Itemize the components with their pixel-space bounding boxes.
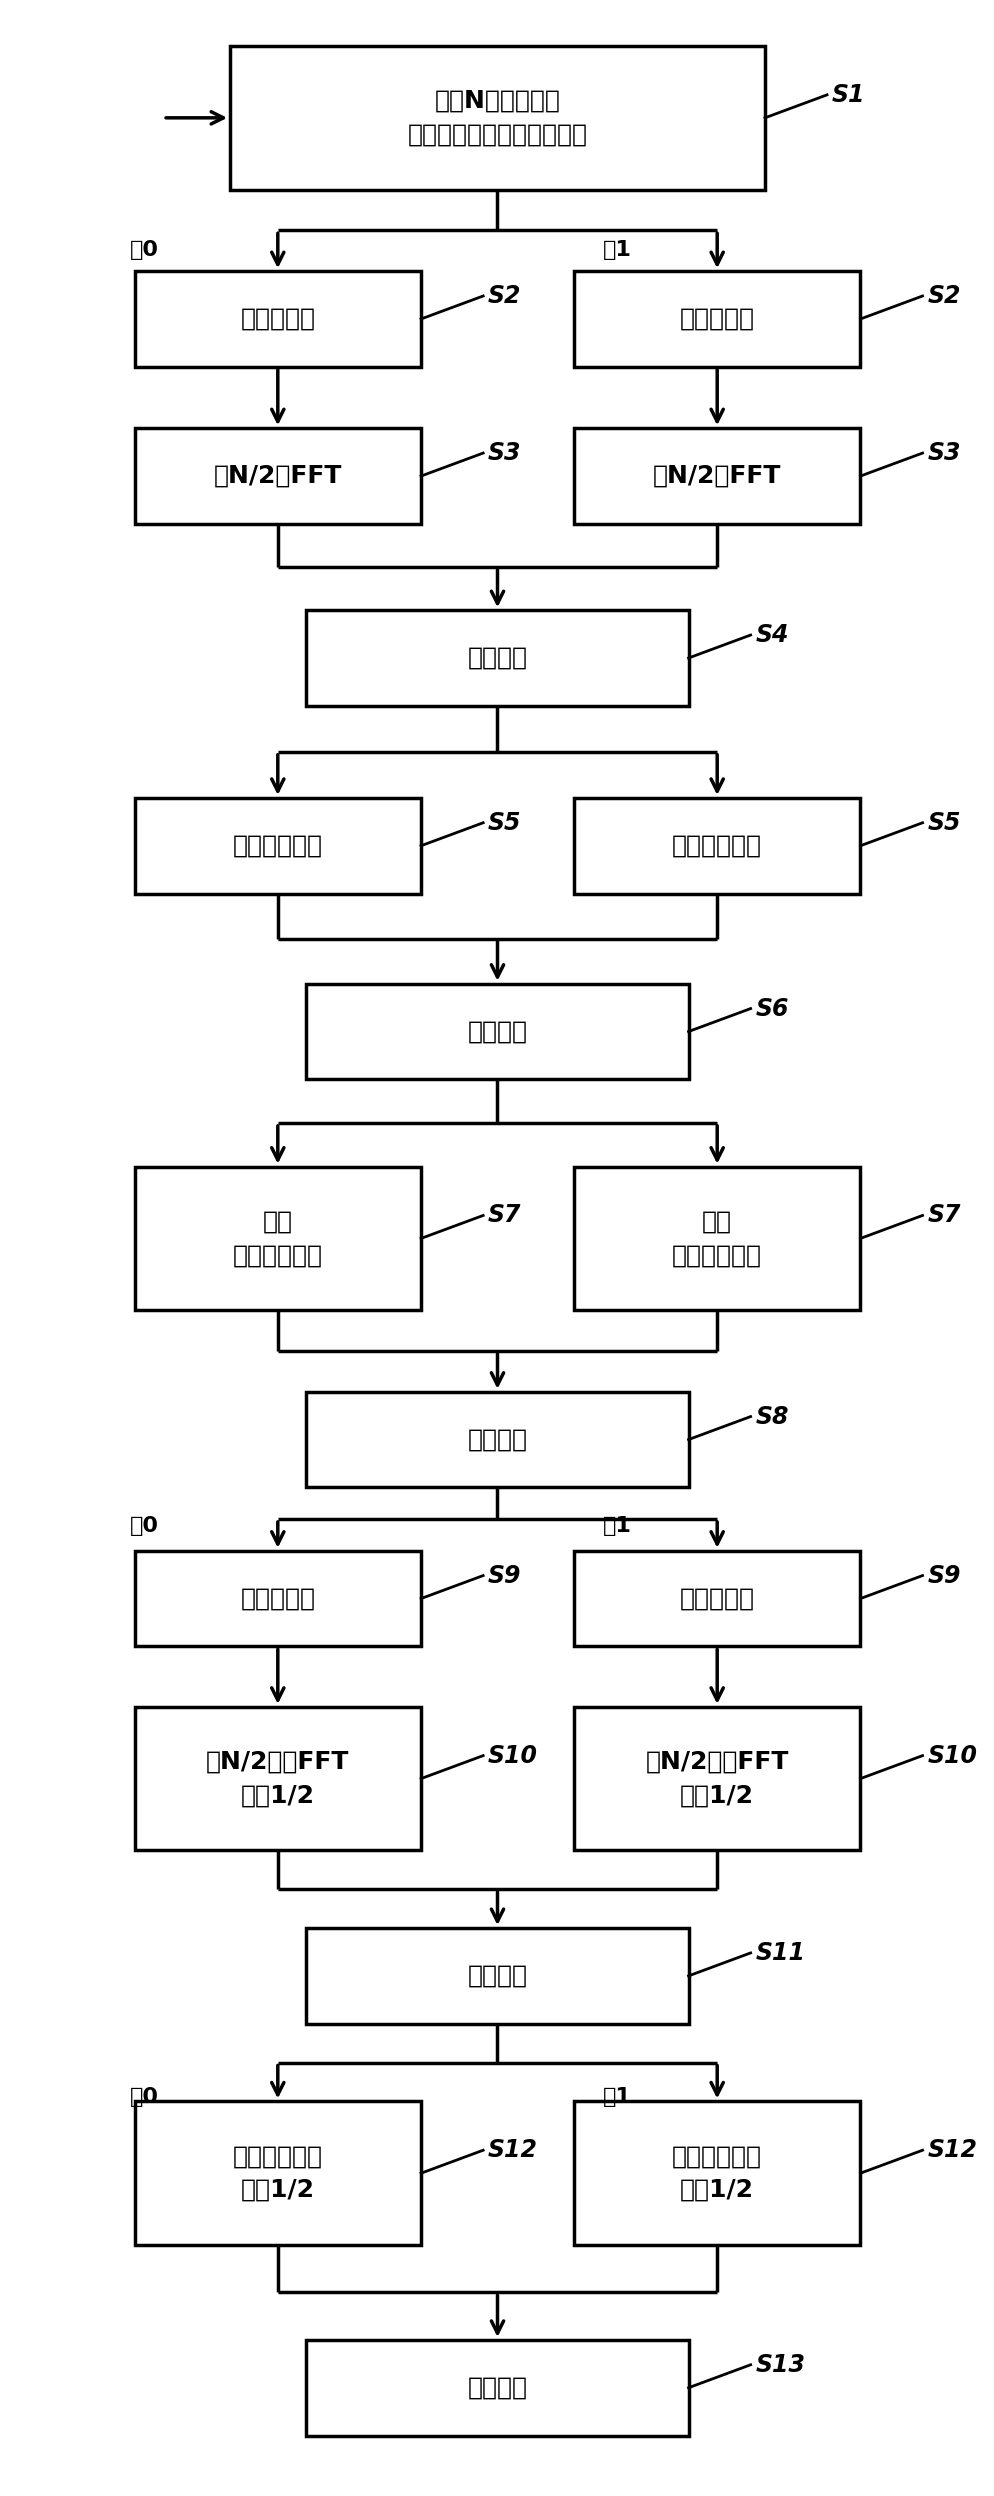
Text: 做N/2点FFT: 做N/2点FFT [214, 464, 342, 489]
Text: 读取N点输入数据
分配当前脉冲的对应核编号: 读取N点输入数据 分配当前脉冲的对应核编号 [408, 90, 586, 147]
FancyBboxPatch shape [574, 2102, 860, 2244]
Text: 后半蝶形运算: 后半蝶形运算 [672, 834, 761, 859]
Text: 核1: 核1 [602, 1515, 631, 1535]
Text: 做N/2点逆FFT
乘以1/2: 做N/2点逆FFT 乘以1/2 [645, 1750, 788, 1807]
Text: 双核同步: 双核同步 [467, 1018, 527, 1043]
Text: S5: S5 [926, 811, 960, 834]
Text: S7: S7 [926, 1203, 960, 1228]
Text: S9: S9 [487, 1562, 521, 1587]
FancyBboxPatch shape [306, 1927, 688, 2024]
Text: 取偶数序列: 取偶数序列 [241, 1587, 315, 1610]
FancyBboxPatch shape [306, 1393, 688, 1488]
Text: S2: S2 [487, 285, 521, 307]
Text: S1: S1 [831, 82, 865, 107]
Text: 核1: 核1 [602, 240, 631, 260]
Text: 后半
复乘匹配滤波: 后半 复乘匹配滤波 [672, 1211, 761, 1268]
FancyBboxPatch shape [134, 799, 420, 894]
Text: S13: S13 [754, 2354, 804, 2376]
Text: S4: S4 [754, 624, 788, 646]
FancyBboxPatch shape [134, 1166, 420, 1310]
Text: 做N/2点逆FFT
乘以1/2: 做N/2点逆FFT 乘以1/2 [206, 1750, 349, 1807]
FancyBboxPatch shape [574, 272, 860, 367]
Text: S9: S9 [926, 1562, 960, 1587]
Text: S3: S3 [487, 442, 521, 464]
Text: 前半蝶形运算
乘以1/2: 前半蝶形运算 乘以1/2 [233, 2144, 322, 2201]
Text: 后半蝶形运算
乘以1/2: 后半蝶形运算 乘以1/2 [672, 2144, 761, 2201]
Text: 做N/2点FFT: 做N/2点FFT [652, 464, 780, 489]
Text: S11: S11 [754, 1942, 804, 1964]
Text: S5: S5 [487, 811, 521, 834]
Text: 核0: 核0 [129, 240, 159, 260]
Text: S12: S12 [926, 2139, 976, 2162]
FancyBboxPatch shape [574, 429, 860, 524]
Text: 核0: 核0 [129, 1515, 159, 1535]
FancyBboxPatch shape [306, 983, 688, 1078]
FancyBboxPatch shape [574, 1166, 860, 1310]
Text: S10: S10 [487, 1745, 538, 1767]
FancyBboxPatch shape [306, 609, 688, 706]
Text: 取奇数序列: 取奇数序列 [679, 1587, 753, 1610]
Text: 核0: 核0 [129, 2087, 159, 2107]
Text: 取偶数序列: 取偶数序列 [241, 307, 315, 332]
FancyBboxPatch shape [574, 799, 860, 894]
Text: S2: S2 [926, 285, 960, 307]
Text: 双核同步: 双核同步 [467, 1428, 527, 1453]
Text: 前半蝶形运算: 前半蝶形运算 [233, 834, 322, 859]
Text: S6: S6 [754, 996, 788, 1021]
Text: S10: S10 [926, 1745, 976, 1767]
Text: 双核同步: 双核同步 [467, 646, 527, 669]
FancyBboxPatch shape [134, 429, 420, 524]
Text: S7: S7 [487, 1203, 521, 1228]
Text: 双核同步: 双核同步 [467, 1964, 527, 1987]
FancyBboxPatch shape [306, 2339, 688, 2436]
Text: 核1: 核1 [602, 2087, 631, 2107]
FancyBboxPatch shape [134, 272, 420, 367]
Text: S3: S3 [926, 442, 960, 464]
FancyBboxPatch shape [134, 2102, 420, 2244]
Text: 双核同步: 双核同步 [467, 2376, 527, 2399]
FancyBboxPatch shape [134, 1550, 420, 1647]
Text: 前半
复乘匹配滤波: 前半 复乘匹配滤波 [233, 1211, 322, 1268]
FancyBboxPatch shape [134, 1707, 420, 1850]
FancyBboxPatch shape [574, 1707, 860, 1850]
Text: 取奇数序列: 取奇数序列 [679, 307, 753, 332]
Text: S12: S12 [487, 2139, 538, 2162]
Text: S8: S8 [754, 1405, 788, 1428]
FancyBboxPatch shape [230, 45, 764, 190]
FancyBboxPatch shape [574, 1550, 860, 1647]
